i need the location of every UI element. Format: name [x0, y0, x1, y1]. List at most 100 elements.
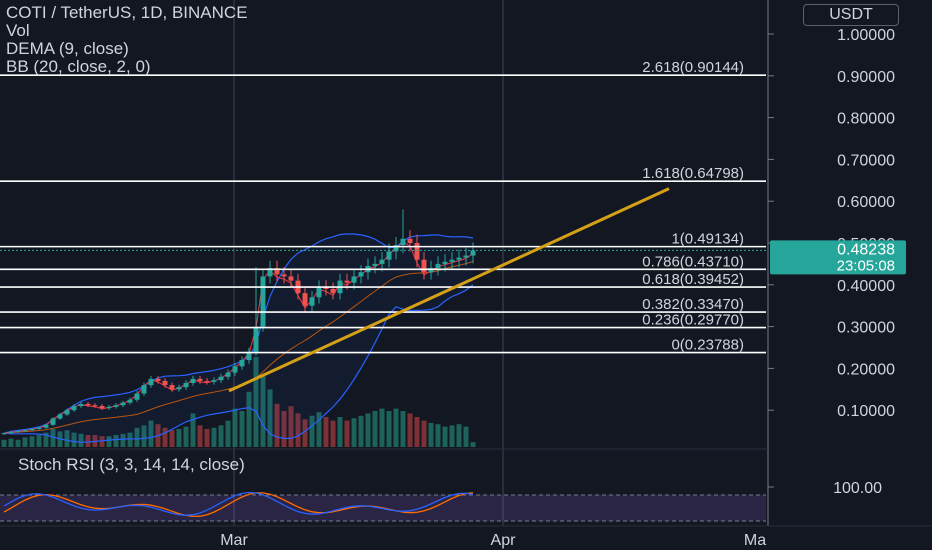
candle-body[interactable] [22, 430, 28, 432]
price-tick-label: 0.40000 [837, 278, 895, 295]
price-tick-label: 0.80000 [837, 111, 895, 128]
candle-body[interactable] [267, 268, 273, 277]
candle-body[interactable] [309, 297, 315, 306]
fibonacci-levels[interactable]: 2.618(0.90144) 1.618(0.64798) 1(0.49134) 0.… [0, 59, 766, 354]
candle-body[interactable] [85, 403, 91, 406]
candle-body[interactable] [379, 259, 385, 264]
candle-body[interactable] [29, 429, 35, 431]
stoch-k-line [3, 491, 474, 516]
candlesticks[interactable] [1, 209, 476, 435]
candle-body[interactable] [435, 263, 441, 269]
candle-body[interactable] [246, 351, 252, 361]
candle-body[interactable] [218, 376, 224, 381]
current-price-badge[interactable] [770, 240, 906, 275]
candle-body[interactable] [190, 378, 196, 384]
price-tick-label: 0.30000 [837, 320, 895, 337]
candle-body[interactable] [274, 268, 280, 275]
candle-body[interactable] [421, 259, 427, 273]
candle-body[interactable] [400, 238, 406, 246]
candle-body[interactable] [92, 405, 98, 407]
volume-bar [470, 442, 476, 447]
candle-body[interactable] [169, 385, 175, 390]
candle-body[interactable] [386, 251, 392, 260]
candle-body[interactable] [162, 380, 168, 386]
candle-body[interactable] [239, 360, 245, 367]
indicator-volume[interactable]: Vol [6, 21, 30, 40]
candle-body[interactable] [302, 293, 308, 306]
volume-bar [43, 432, 49, 447]
candle-body[interactable] [127, 399, 133, 403]
volume-bar [176, 429, 182, 447]
candle-body[interactable] [113, 405, 119, 407]
candle-body[interactable] [50, 418, 56, 425]
candle-body[interactable] [253, 326, 259, 352]
candle-body[interactable] [372, 263, 378, 266]
candle-body[interactable] [358, 272, 364, 277]
candle-body[interactable] [204, 380, 210, 382]
candle-body[interactable] [211, 380, 217, 382]
candle-body[interactable] [323, 286, 329, 289]
candle-body[interactable] [43, 424, 49, 428]
candle-body[interactable] [442, 261, 448, 264]
candle-body[interactable] [316, 286, 322, 298]
volume-bar [50, 429, 56, 447]
volume-bar [22, 437, 28, 447]
currency-button[interactable]: USDT [803, 4, 899, 26]
volume-bar [162, 427, 168, 447]
candle-body[interactable] [456, 257, 462, 260]
candle-body[interactable] [78, 403, 84, 407]
candle-body[interactable] [393, 245, 399, 252]
fib-label: 0.236(0.29770) [642, 312, 744, 329]
volume-bar [218, 425, 224, 447]
candle-body[interactable] [183, 383, 189, 388]
symbol-title[interactable]: COTI / TetherUS, 1D, BINANCE [6, 3, 248, 22]
candle-body[interactable] [470, 250, 476, 256]
candle-body[interactable] [281, 274, 287, 277]
price-tick-label: 0.70000 [837, 152, 895, 169]
volume-bar [372, 411, 378, 447]
candle-body[interactable] [260, 276, 266, 327]
time-axis[interactable]: Mar Apr Ma [0, 525, 932, 549]
candle-body[interactable] [414, 243, 420, 260]
candle-body[interactable] [288, 276, 294, 281]
bollinger-fill [4, 234, 473, 443]
price-axis[interactable]: 1.000000.900000.800000.700000.600000.500… [768, 27, 906, 497]
volume-bar [169, 430, 175, 447]
candle-body[interactable] [232, 366, 238, 373]
volume-bar [113, 435, 119, 447]
candle-body[interactable] [57, 414, 63, 419]
candle-body[interactable] [155, 378, 161, 381]
candle-body[interactable] [8, 431, 14, 434]
candle-body[interactable] [148, 378, 154, 386]
candle-body[interactable] [463, 255, 469, 258]
candle-body[interactable] [64, 410, 70, 415]
candle-body[interactable] [134, 393, 140, 400]
candle-body[interactable] [197, 378, 203, 381]
candle-body[interactable] [141, 385, 147, 394]
candle-body[interactable] [407, 238, 413, 243]
indicator-dema[interactable]: DEMA (9, close) [6, 39, 129, 58]
volume-bar [148, 420, 154, 447]
candle-body[interactable] [71, 406, 77, 411]
volume-bar [288, 406, 294, 447]
candle-body[interactable] [176, 387, 182, 390]
volume-bar [400, 411, 406, 447]
candle-body[interactable] [449, 259, 455, 262]
candle-body[interactable] [15, 431, 21, 433]
indicator-bollinger[interactable]: BB (20, close, 2, 0) [6, 57, 151, 76]
candle-body[interactable] [344, 280, 350, 283]
volume-bar [78, 433, 84, 447]
candle-body[interactable] [36, 427, 42, 430]
candle-body[interactable] [351, 276, 357, 283]
candle-body[interactable] [1, 433, 7, 435]
candle-body[interactable] [330, 288, 336, 294]
candle-body[interactable] [99, 406, 105, 409]
candle-body[interactable] [428, 268, 434, 273]
stoch-rsi-label[interactable]: Stoch RSI (3, 3, 14, 14, close) [18, 455, 245, 474]
trendline-segment[interactable] [228, 187, 670, 393]
candle-body[interactable] [120, 402, 126, 406]
candle-body[interactable] [225, 372, 231, 377]
candle-body[interactable] [106, 406, 112, 409]
trendline[interactable] [228, 187, 670, 393]
